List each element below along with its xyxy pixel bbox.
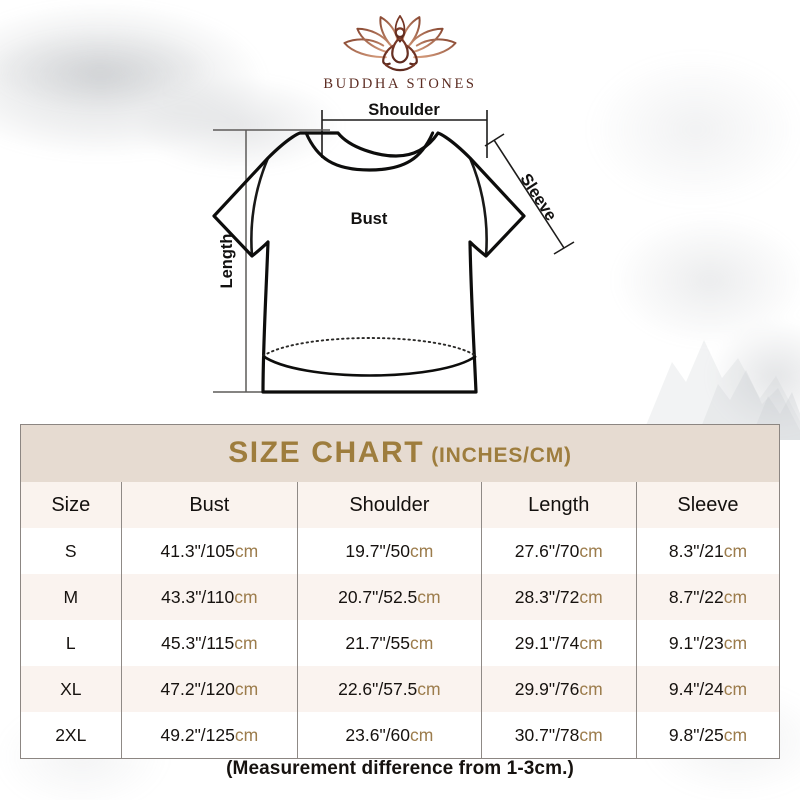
table-row: S 41.3"/105cm 19.7"/50cm 27.6"/70cm 8.3"… <box>21 528 779 574</box>
measurement-note: (Measurement difference from 1-3cm.) <box>226 758 574 779</box>
cell-sleeve: 9.4"/24cm <box>635 666 779 712</box>
size-chart-title-units: (INCHES/CM) <box>431 444 572 467</box>
cell-sleeve: 9.1"/23cm <box>635 620 779 666</box>
cell-length: 30.7"/78cm <box>480 712 637 758</box>
bust-label: Bust <box>351 210 388 228</box>
cell-shoulder: 21.7"/55cm <box>297 620 482 666</box>
cell-bust: 45.3"/115cm <box>120 620 298 666</box>
cell-sleeve: 9.8"/25cm <box>635 712 779 758</box>
cell-size: S <box>21 528 122 574</box>
sleeve-dimension-line <box>484 133 575 255</box>
cell-shoulder: 19.7"/50cm <box>297 528 482 574</box>
tshirt-outline <box>212 131 526 394</box>
table-row: M 43.3"/110cm 20.7"/52.5cm 28.3"/72cm 8.… <box>21 574 779 620</box>
column-header-bust: Bust <box>120 482 298 528</box>
cell-sleeve: 8.7"/22cm <box>635 574 779 620</box>
right-armhole-seam <box>468 157 488 257</box>
cell-length: 27.6"/70cm <box>480 528 637 574</box>
cell-shoulder: 22.6"/57.5cm <box>297 666 482 712</box>
cell-length: 29.9"/76cm <box>480 666 637 712</box>
cell-bust: 49.2"/125cm <box>120 712 298 758</box>
column-header-size: Size <box>21 482 122 528</box>
table-row: 2XL 49.2"/125cm 23.6"/60cm 30.7"/78cm 9.… <box>21 712 779 758</box>
column-header-sleeve: Sleeve <box>635 482 779 528</box>
length-label: Length <box>218 234 236 289</box>
left-armhole-seam <box>250 157 270 257</box>
cell-size: L <box>21 620 122 666</box>
lotus-meditation-icon <box>343 15 457 72</box>
cell-shoulder: 23.6"/60cm <box>297 712 482 758</box>
shoulder-label: Shoulder <box>368 101 440 119</box>
collar-outline <box>304 131 435 172</box>
cell-sleeve: 8.3"/21cm <box>635 528 779 574</box>
cell-size: 2XL <box>21 712 122 758</box>
cell-bust: 43.3"/110cm <box>120 574 298 620</box>
cell-size: M <box>21 574 122 620</box>
cell-size: XL <box>21 666 122 712</box>
brand-header: BUDDHA STONES <box>0 12 800 93</box>
table-header-row: Size Bust Shoulder Length Sleeve <box>21 482 779 528</box>
tshirt-measurement-diagram: Shoulder Bust Sleeve Length <box>212 101 575 394</box>
bust-guide-solid <box>262 354 477 377</box>
table-row: L 45.3"/115cm 21.7"/55cm 29.1"/74cm 9.1"… <box>21 620 779 666</box>
table-row: XL 47.2"/120cm 22.6"/57.5cm 29.9"/76cm 9… <box>21 666 779 712</box>
size-chart-title-band: SIZE CHART (INCHES/CM) <box>21 425 779 482</box>
cell-length: 28.3"/72cm <box>480 574 637 620</box>
size-chart-title: SIZE CHART <box>228 436 425 469</box>
cell-shoulder: 20.7"/52.5cm <box>297 574 482 620</box>
bust-guide-dotted <box>262 337 477 357</box>
cell-bust: 41.3"/105cm <box>120 528 298 574</box>
cell-length: 29.1"/74cm <box>480 620 637 666</box>
size-chart-card: SIZE CHART (INCHES/CM) Size Bust Shoulder… <box>20 424 780 759</box>
brand-name: BUDDHA STONES <box>323 76 477 92</box>
size-chart-table: Size Bust Shoulder Length Sleeve S 41.3"… <box>21 482 779 758</box>
cell-bust: 47.2"/120cm <box>120 666 298 712</box>
column-header-shoulder: Shoulder <box>297 482 482 528</box>
column-header-length: Length <box>480 482 637 528</box>
